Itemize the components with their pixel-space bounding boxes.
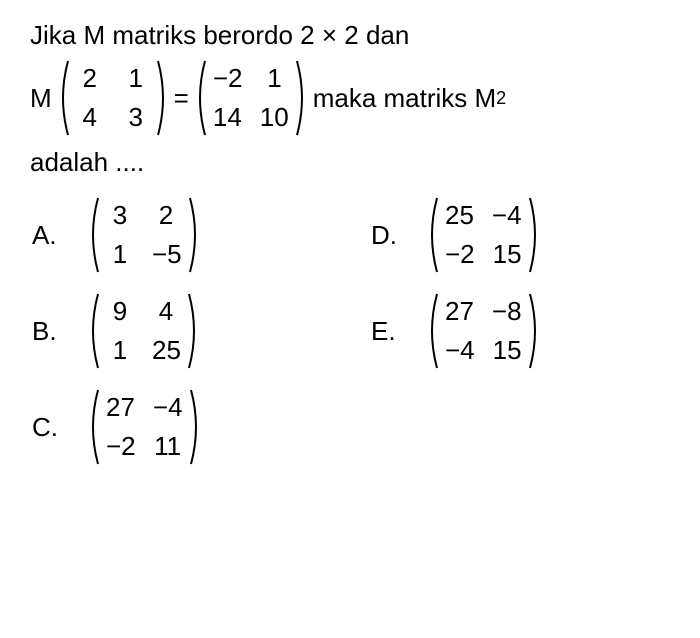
ob-r1c2: 4 xyxy=(152,292,180,331)
right-paren-icon xyxy=(187,292,201,370)
ob-r2c2: 25 xyxy=(152,331,181,370)
oa-r1c1: 3 xyxy=(106,196,134,235)
mB-r1c1: −2 xyxy=(213,59,243,98)
option-c-matrix: 27 −4 −2 11 xyxy=(86,388,203,466)
option-b-matrix: 9 4 1 25 xyxy=(86,292,201,370)
oe-r1c2: −8 xyxy=(492,292,522,331)
option-d: D. 25 −4 −2 15 xyxy=(371,196,670,274)
mB-r1c2: 1 xyxy=(261,59,289,98)
option-e-matrix: 27 −8 −4 15 xyxy=(425,292,542,370)
equation-line: M 2 1 4 3 = −2 1 14 10 xyxy=(30,59,670,137)
mA-r2c2: 3 xyxy=(122,98,150,137)
matrix-left: 2 1 4 3 xyxy=(56,59,170,137)
ob-r1c1: 9 xyxy=(106,292,134,331)
left-paren-icon xyxy=(425,292,439,370)
option-b: B. 9 4 1 25 xyxy=(32,292,331,370)
option-c: C. 27 −4 −2 11 xyxy=(32,388,331,466)
left-paren-icon xyxy=(193,59,207,137)
option-d-label: D. xyxy=(371,220,421,251)
question-line3: adalah .... xyxy=(30,147,670,178)
right-paren-icon xyxy=(156,59,170,137)
oe-r2c2: 15 xyxy=(493,331,522,370)
left-paren-icon xyxy=(56,59,70,137)
mA-r1c1: 2 xyxy=(76,59,104,98)
right-paren-icon xyxy=(188,196,202,274)
left-paren-icon xyxy=(86,388,100,466)
right-paren-icon xyxy=(528,196,542,274)
option-e-label: E. xyxy=(371,316,421,347)
option-a-label: A. xyxy=(32,220,82,251)
mB-r2c1: 14 xyxy=(213,98,242,137)
mA-r2c1: 4 xyxy=(76,98,104,137)
left-paren-icon xyxy=(86,196,100,274)
option-a-matrix: 3 2 1 −5 xyxy=(86,196,202,274)
option-e: E. 27 −8 −4 15 xyxy=(371,292,670,370)
oe-r2c1: −4 xyxy=(445,331,475,370)
oa-r1c2: 2 xyxy=(152,196,180,235)
option-a: A. 3 2 1 −5 xyxy=(32,196,331,274)
oa-r2c1: 1 xyxy=(106,235,134,274)
oc-r1c2: −4 xyxy=(153,388,183,427)
oc-r1c1: 27 xyxy=(106,388,135,427)
ob-r2c1: 1 xyxy=(106,331,134,370)
right-paren-icon xyxy=(189,388,203,466)
m-label: M xyxy=(30,83,52,114)
superscript-2: 2 xyxy=(496,88,506,109)
oc-r2c2: 11 xyxy=(154,427,182,466)
left-paren-icon xyxy=(86,292,100,370)
option-c-label: C. xyxy=(32,412,82,443)
matrix-right: −2 1 14 10 xyxy=(193,59,309,137)
od-r2c2: 15 xyxy=(493,235,522,274)
options-grid: A. 3 2 1 −5 D. 25 −4 xyxy=(30,196,670,466)
equals-sign: = xyxy=(174,83,189,114)
matrix-right-inner: −2 1 14 10 xyxy=(207,59,295,137)
od-r1c2: −4 xyxy=(492,196,522,235)
question-line1: Jika M matriks berordo 2 × 2 dan xyxy=(30,20,670,51)
right-paren-icon xyxy=(528,292,542,370)
after-text: maka matriks M xyxy=(313,83,496,114)
oc-r2c1: −2 xyxy=(106,427,136,466)
mA-r1c2: 1 xyxy=(122,59,150,98)
option-d-matrix: 25 −4 −2 15 xyxy=(425,196,542,274)
option-b-label: B. xyxy=(32,316,82,347)
oe-r1c1: 27 xyxy=(445,292,474,331)
od-r1c1: 25 xyxy=(445,196,474,235)
right-paren-icon xyxy=(295,59,309,137)
left-paren-icon xyxy=(425,196,439,274)
oa-r2c2: −5 xyxy=(152,235,182,274)
mB-r2c2: 10 xyxy=(260,98,289,137)
od-r2c1: −2 xyxy=(445,235,475,274)
matrix-left-inner: 2 1 4 3 xyxy=(70,59,156,137)
